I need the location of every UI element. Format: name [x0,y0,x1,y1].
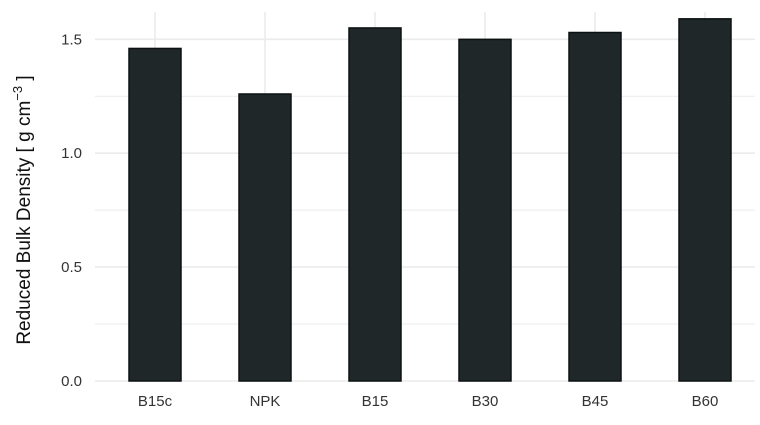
y-tick-label: 0.5 [61,259,82,276]
bar-npk [238,93,292,382]
bar-b30 [458,38,512,382]
x-tick-label-b45: B45 [582,393,609,410]
x-tick-label-b60: B60 [692,393,719,410]
y-tick-label: 0.0 [61,373,82,390]
x-tick-label-npk: NPK [250,393,281,410]
x-tick-label-b15c: B15c [138,393,173,410]
bars [128,18,732,382]
y-axis-label-text: Reduced Bulk Density [ g cm [14,101,35,345]
y-tick-labels: 0.0 0.5 1.0 1.5 [61,31,82,390]
x-tick-labels: B15c NPK B15 B30 B45 B60 [138,393,718,410]
x-tick-label-b30: B30 [472,393,499,410]
gridlines [95,12,755,382]
bar-b15c [128,47,182,382]
bar-b45 [568,31,622,382]
y-axis-label-close: ] [14,75,35,86]
x-tick-label-b15: B15 [362,393,389,410]
bar-b15 [348,27,402,382]
y-tick-label: 1.5 [61,31,82,48]
bar-b60 [678,18,732,382]
y-tick-label: 1.0 [61,145,82,162]
y-axis-label-exponent: −3 [10,86,25,101]
y-axis-label: Reduced Bulk Density [ g cm−3 ] [10,75,35,344]
